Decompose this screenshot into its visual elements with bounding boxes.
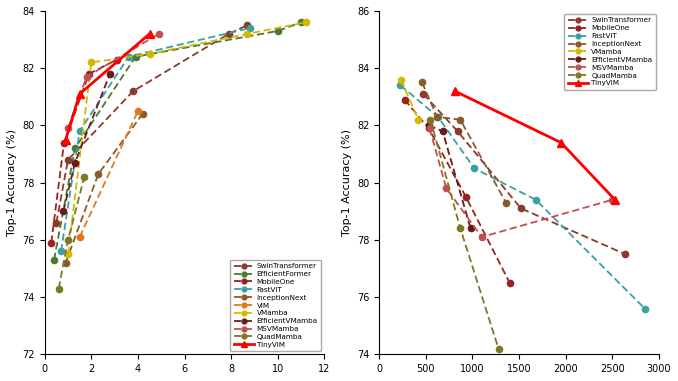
Y-axis label: Top-1 Accuracy (%): Top-1 Accuracy (%) [7,129,17,236]
Y-axis label: Top-1 Accuracy (%): Top-1 Accuracy (%) [342,129,352,236]
Legend: SwinTransformer, EfficientFormer, MobileOne, FastViT, InceptionNext, ViM, VMamba: SwinTransformer, EfficientFormer, Mobile… [230,259,321,351]
Legend: SwinTransformer, MobileOne, FastViT, InceptionNext, VMamba, EfficientVMamba, MSV: SwinTransformer, MobileOne, FastViT, Inc… [565,14,656,90]
